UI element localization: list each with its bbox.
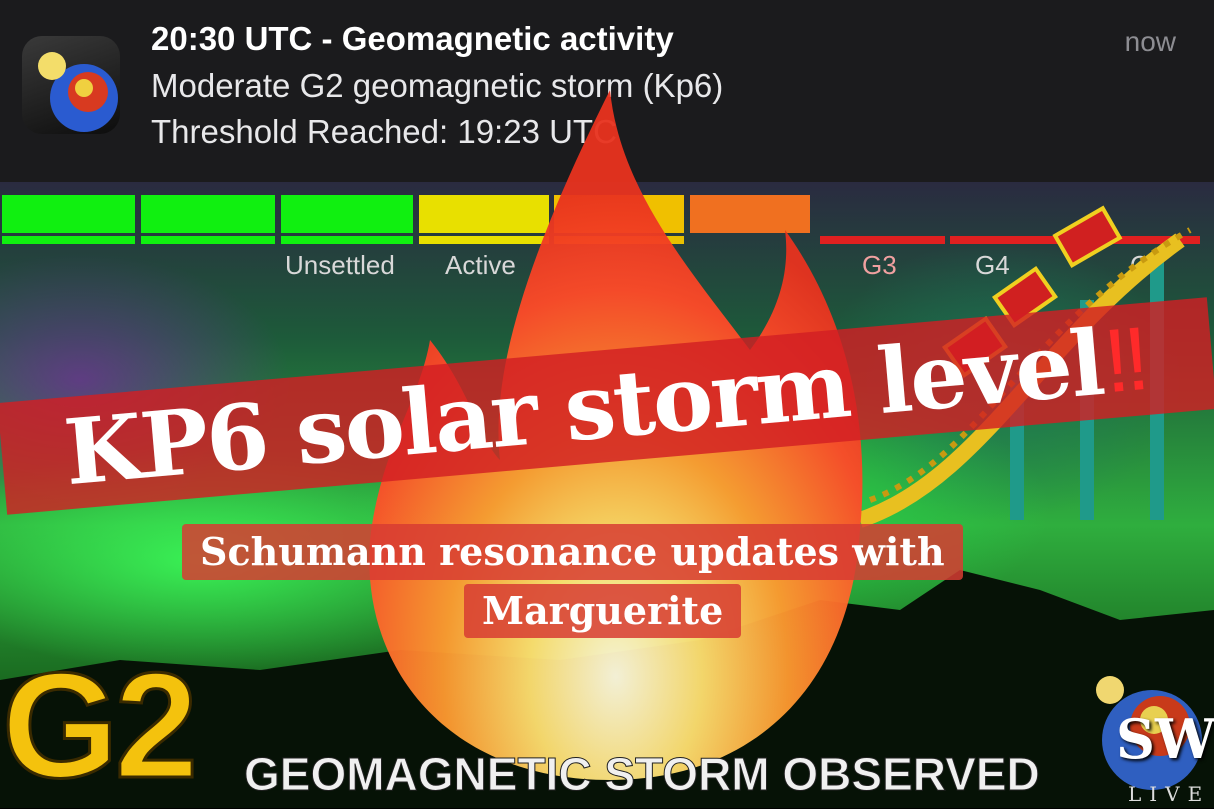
notification-title: 20:30 UTC - Geomagnetic activity — [151, 20, 674, 57]
scale-label: Unsettled — [285, 250, 395, 280]
sw-live-logo — [1096, 676, 1202, 790]
g2-headline: G2 — [0, 641, 199, 809]
scale-line — [141, 236, 275, 244]
scale-label: Active — [445, 250, 516, 280]
notification-body: Moderate G2 geomagnetic storm (Kp6) — [151, 67, 724, 104]
scale-label: G4 — [975, 250, 1010, 280]
scale-line — [2, 236, 135, 244]
notification-time: now — [1124, 26, 1176, 57]
logo-text: SW — [1116, 707, 1214, 771]
scale-line — [281, 236, 413, 244]
logo-subtext: LIVE — [1128, 782, 1211, 806]
scale-line — [950, 236, 1075, 244]
storm-subheadline: GEOMAGNETIC STORM OBSERVED — [244, 748, 1041, 801]
scale-label: G3 — [862, 250, 897, 280]
earth-sun-icon — [22, 36, 120, 134]
scale-line — [820, 236, 945, 244]
caption-line-2: Marguerite — [464, 584, 742, 638]
double-exclamation-icon: ‼ — [1099, 308, 1154, 413]
notification-threshold: Threshold Reached: 19:23 UTC — [151, 113, 617, 150]
caption-line-1: Schumann resonance updates with — [182, 524, 963, 580]
scale-line — [1080, 236, 1200, 244]
scale-segment — [141, 195, 275, 233]
scale-segment — [690, 195, 810, 233]
scale-segment — [419, 195, 549, 233]
scale-line — [419, 236, 549, 244]
scale-segment — [2, 195, 135, 233]
scale-segment — [281, 195, 413, 233]
